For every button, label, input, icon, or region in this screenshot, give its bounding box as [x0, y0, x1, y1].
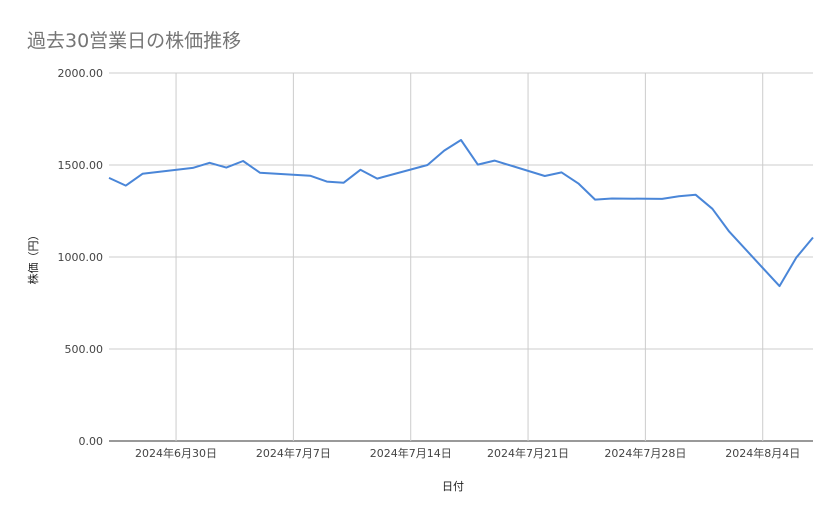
- chart-title: 過去30営業日の株価推移: [27, 30, 242, 52]
- x-axis-label: 日付: [442, 480, 464, 493]
- y-tick-label: 1000.00: [58, 251, 104, 264]
- y-tick-label: 2000.00: [58, 67, 104, 80]
- x-tick-label: 2024年7月7日: [256, 446, 331, 460]
- x-tick-label: 2024年7月21日: [487, 446, 569, 460]
- series-line: [108, 139, 814, 288]
- y-tick-label: 0.00: [79, 435, 104, 448]
- y-axis-label: 株価（円）: [26, 230, 40, 285]
- x-tick-label: 2024年6月30日: [135, 446, 217, 460]
- y-tick-label: 1500.00: [58, 159, 104, 172]
- x-tick-label: 2024年7月14日: [370, 446, 452, 460]
- x-tick-label: 2024年7月28日: [604, 446, 686, 460]
- y-tick-label: 500.00: [65, 343, 104, 356]
- x-tick-label: 2024年8月4日: [725, 446, 800, 460]
